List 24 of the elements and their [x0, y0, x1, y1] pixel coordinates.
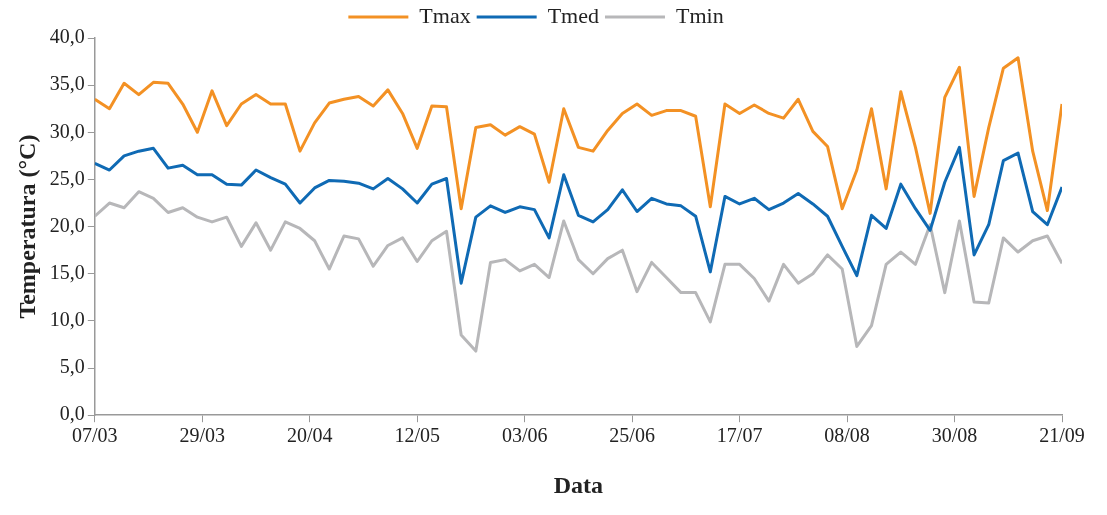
- y-tick-label: 15,0: [49, 261, 85, 283]
- x-tick-label: 21/09: [1039, 424, 1085, 447]
- y-tick-label: 20,0: [49, 213, 85, 236]
- y-tick-label: 40,0: [49, 25, 85, 48]
- legend-label: Tmax: [419, 2, 471, 28]
- y-axis-title: Temperatura (°C): [13, 134, 40, 319]
- x-axis-title: Data: [553, 471, 604, 498]
- x-tick-label: 03/06: [501, 424, 548, 447]
- y-tick-label: 25,0: [49, 166, 85, 189]
- y-tick-label: 0,0: [59, 402, 85, 425]
- y-tick-label: 5,0: [59, 355, 85, 378]
- x-tick-label: 17/07: [716, 424, 763, 447]
- legend-label: Tmin: [675, 2, 724, 28]
- x-tick-label: 25/06: [609, 424, 655, 447]
- x-tick-label: 08/08: [824, 424, 870, 447]
- y-tick-label: 35,0: [49, 72, 85, 95]
- legend-label: Tmed: [547, 2, 599, 28]
- x-tick-label: 07/03: [72, 424, 118, 447]
- x-tick-label: 20/04: [286, 424, 333, 447]
- x-tick-label: 30/08: [931, 424, 978, 447]
- x-tick-label: 29/03: [179, 424, 226, 447]
- x-tick-label: 12/05: [394, 424, 440, 447]
- y-tick-label: 10,0: [49, 308, 85, 331]
- y-tick-label: 30,0: [49, 119, 85, 142]
